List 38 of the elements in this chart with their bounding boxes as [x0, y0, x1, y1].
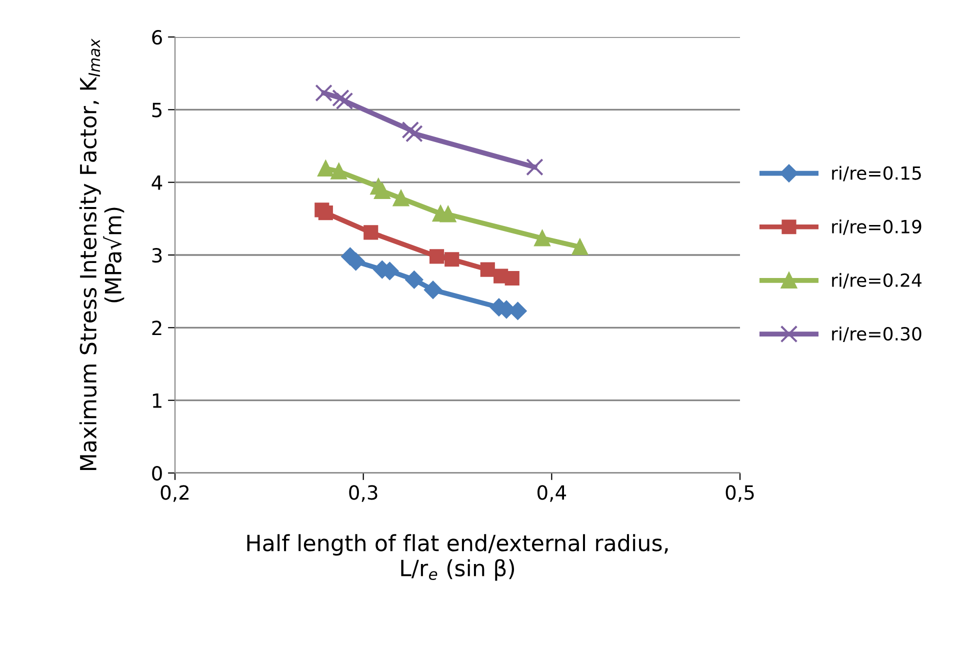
point	[444, 252, 460, 267]
point	[336, 92, 354, 110]
x-tick-label: 0,3	[349, 485, 378, 502]
legend-label: ri/re=0.15	[832, 166, 921, 182]
point	[480, 262, 495, 277]
y-tick-label: 2	[152, 320, 162, 336]
point	[424, 280, 442, 299]
point	[393, 190, 409, 206]
point	[318, 206, 333, 220]
y-tick-label: 1	[152, 394, 162, 408]
legend-label: ri/re=0.19	[832, 219, 922, 235]
text: Maximum Stress Intensity Factor, K$_{Imax}$ (MPa√m)	[79, 38, 124, 470]
point	[534, 230, 550, 246]
y-tick-label: 5	[152, 102, 162, 118]
x-tick-label: 0,5	[726, 485, 754, 502]
x-tick-label: 0,4	[537, 485, 566, 502]
y-tick-label: 0	[152, 466, 162, 481]
x-tick-label: 0,2	[160, 485, 189, 502]
point	[526, 158, 544, 176]
point	[572, 239, 588, 255]
point	[318, 160, 334, 177]
point	[440, 206, 456, 222]
point	[330, 163, 347, 180]
point	[364, 225, 378, 240]
y-tick-label: 6	[152, 30, 162, 45]
point	[402, 121, 420, 139]
point	[406, 124, 423, 142]
x-axis-title: Half length of flat end/external radius, L/r$_{e}$ (sin β)	[247, 534, 668, 581]
point	[504, 270, 520, 286]
point	[429, 249, 444, 264]
y-tick-label: 4	[152, 176, 162, 190]
legend-label: ri/re=0.30	[832, 326, 922, 342]
point	[374, 183, 390, 200]
legend-label: ri/re=0.24	[832, 273, 922, 288]
point	[315, 84, 332, 102]
y-tick-label: 3	[152, 248, 162, 263]
point	[332, 89, 350, 107]
point	[405, 270, 424, 289]
